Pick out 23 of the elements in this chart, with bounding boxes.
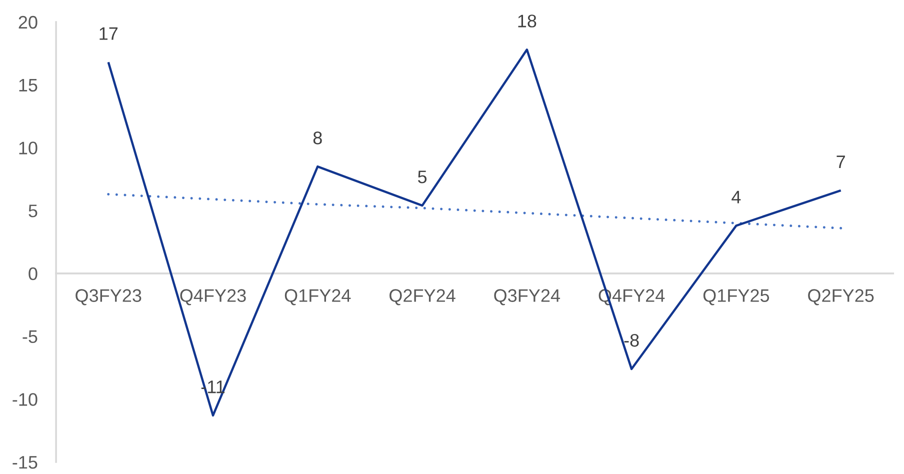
data-label: 8 [313,132,322,144]
x-tick-label: Q3FY24 [494,289,560,306]
y-tick-label: 0 [28,267,38,280]
y-tick-label: -5 [22,330,38,344]
y-tick-label: 5 [28,204,38,218]
y-tick-label: 20 [18,16,38,29]
y-tick-label: 10 [19,142,38,154]
x-tick-label: Q1FY24 [284,289,351,306]
data-label: 5 [418,170,427,184]
x-tick-label: Q2FY24 [390,289,456,306]
x-tick-label: Q1FY25 [703,289,770,306]
y-tick-label: -15 [12,456,38,469]
y-tick-label: 15 [19,78,38,92]
x-tick-label: Q3FY23 [76,289,142,306]
x-tick-label: Q4FY23 [180,289,246,306]
data-label: 4 [732,190,741,204]
line-series [107,192,842,230]
data-label: 7 [836,156,845,168]
data-label: -8 [624,334,639,347]
data-label: 18 [518,14,536,28]
x-tick-label: Q2FY25 [808,289,874,306]
data-label: 17 [100,27,118,40]
y-tick-label: -10 [12,393,38,406]
